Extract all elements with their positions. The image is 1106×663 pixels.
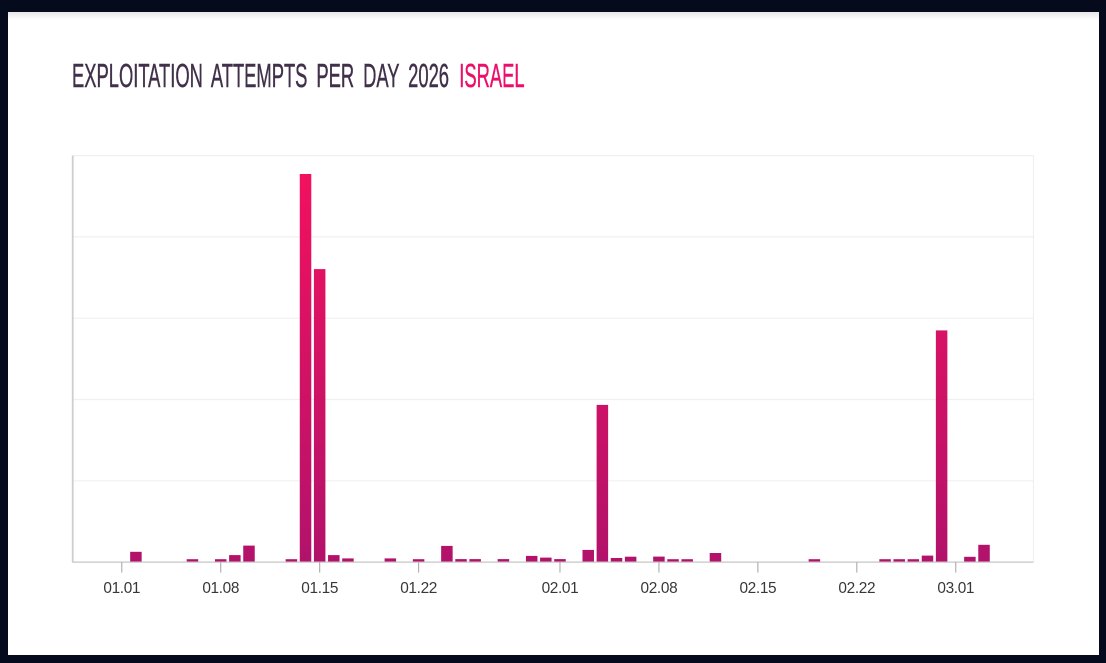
svg-text:02.08: 02.08	[641, 580, 678, 597]
svg-text:01.01: 01.01	[103, 580, 140, 597]
svg-text:01.22: 01.22	[400, 580, 437, 597]
svg-text:01.15: 01.15	[301, 580, 338, 597]
svg-text:02.01: 02.01	[542, 580, 579, 597]
svg-text:02.15: 02.15	[739, 580, 776, 597]
svg-text:01.08: 01.08	[202, 580, 239, 597]
svg-text:03.01: 03.01	[937, 580, 974, 597]
svg-text:02.22: 02.22	[838, 580, 875, 597]
